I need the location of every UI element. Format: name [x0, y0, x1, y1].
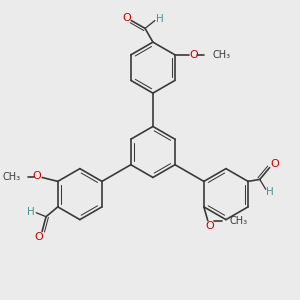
- Text: H: H: [156, 14, 164, 24]
- Text: O: O: [35, 232, 44, 242]
- Text: H: H: [27, 207, 35, 217]
- Text: O: O: [189, 50, 198, 60]
- Text: O: O: [33, 172, 42, 182]
- Text: O: O: [206, 220, 214, 230]
- Text: CH₃: CH₃: [212, 50, 230, 60]
- Text: CH₃: CH₃: [2, 172, 20, 182]
- Text: O: O: [270, 159, 279, 169]
- Text: H: H: [266, 187, 274, 197]
- Text: CH₃: CH₃: [230, 216, 247, 226]
- Text: O: O: [122, 13, 131, 22]
